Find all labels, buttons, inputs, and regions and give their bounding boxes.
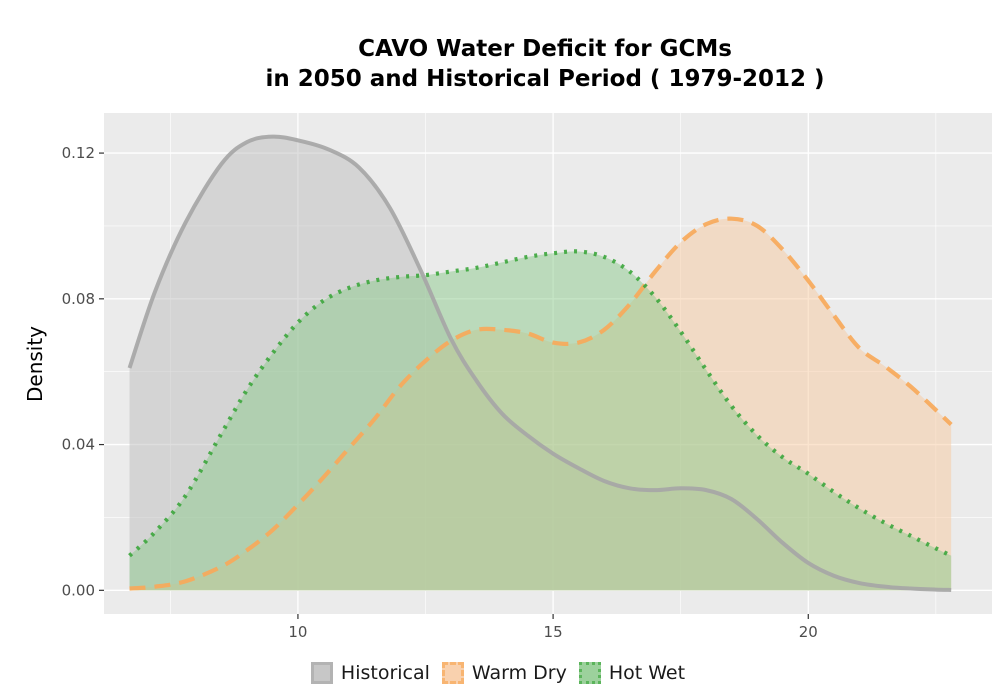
legend-label-warm-dry: Warm Dry bbox=[471, 662, 567, 684]
density-line-historical bbox=[127, 134, 952, 592]
x-axis-ticks: 10 15 20 bbox=[288, 614, 818, 641]
chart-title-line-1: CAVO Water Deficit for GCMs bbox=[358, 36, 732, 62]
legend: Historical Warm Dry Hot Wet bbox=[0, 656, 1000, 690]
legend-label-historical: Historical bbox=[340, 662, 430, 684]
legend-label-hot-wet: Hot Wet bbox=[608, 662, 686, 684]
legend-key-historical bbox=[310, 662, 333, 684]
y-tick-label: 0.12 bbox=[62, 144, 95, 162]
x-tick-label: 20 bbox=[799, 623, 818, 641]
y-tick-label: 0.00 bbox=[62, 581, 95, 599]
x-tick-label: 10 bbox=[288, 623, 307, 641]
y-tick-label: 0.08 bbox=[62, 290, 95, 308]
series-lines bbox=[127, 134, 953, 592]
chart-title: CAVO Water Deficit for GCMs in 2050 and … bbox=[100, 34, 990, 94]
legend-item-warm-dry: Warm Dry bbox=[441, 662, 567, 684]
legend-item-hot-wet: Hot Wet bbox=[578, 662, 686, 684]
legend-key-warm-dry bbox=[441, 662, 464, 684]
density-area-hot-wet bbox=[129, 251, 952, 591]
density-plot: 10 15 20 0.00 0.04 0.08 0.12 Density bbox=[23, 113, 992, 641]
series-fills bbox=[129, 136, 952, 591]
y-axis-ticks: 0.00 0.04 0.08 0.12 bbox=[62, 144, 104, 599]
legend-key-hot-wet bbox=[578, 662, 601, 684]
legend-item-historical: Historical bbox=[310, 662, 430, 684]
density-line-warm-dry bbox=[129, 216, 953, 591]
y-tick-label: 0.04 bbox=[62, 436, 95, 454]
y-axis-title: Density bbox=[23, 326, 47, 402]
x-tick-label: 15 bbox=[544, 623, 563, 641]
chart-title-line-2: in 2050 and Historical Period ( 1979-201… bbox=[265, 66, 825, 92]
